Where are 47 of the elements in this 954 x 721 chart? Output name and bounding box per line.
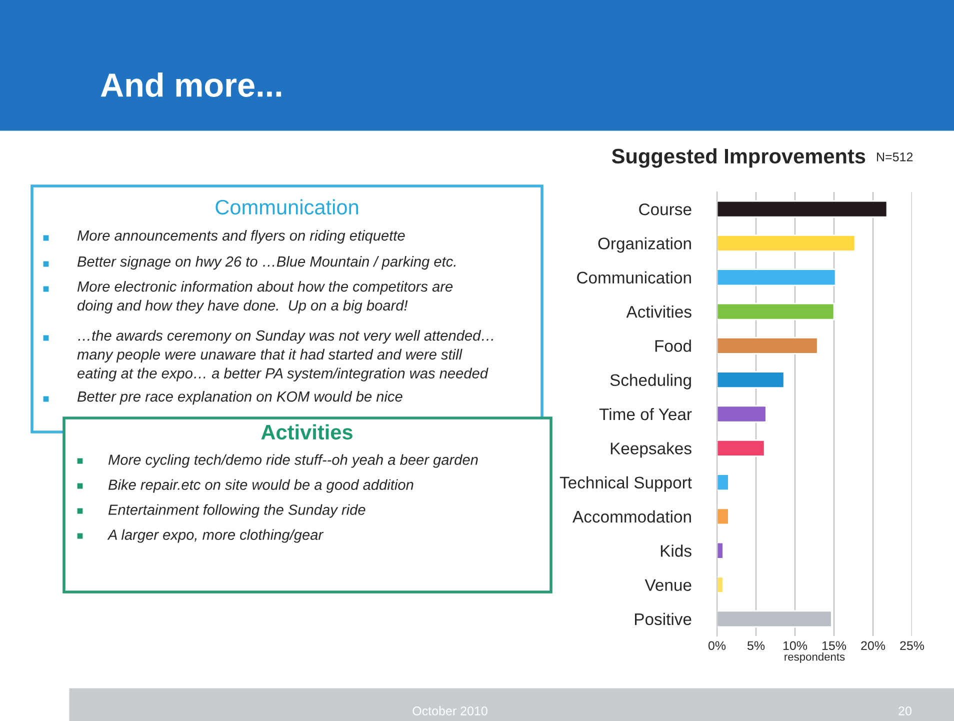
bar bbox=[717, 474, 730, 492]
bar bbox=[717, 371, 785, 389]
text: Better signage on hwy 26 to …Blue Mountain / parking etc. bbox=[77, 256, 456, 270]
text: Better pre race explanation on KOM would be nice bbox=[77, 391, 402, 405]
bar bbox=[717, 234, 856, 252]
y-tick-label: Organization bbox=[598, 237, 691, 253]
text: …the awards ceremony on Sunday was not very well attended… many people were unaware that it had started and were still eating at the expo… a better PA system/integration was needed bbox=[77, 330, 493, 382]
y-tick-label: Keepsakes bbox=[610, 442, 692, 458]
y-tick-label: Activities bbox=[626, 306, 692, 318]
x-tick-label: 5% bbox=[747, 641, 765, 650]
x-tick-label: 10% bbox=[783, 641, 808, 650]
text: More electronic information about how the competitors are doing and how they have done. Up on a big board! bbox=[77, 281, 453, 314]
chart-title: Suggested Improvements bbox=[612, 148, 866, 168]
bar bbox=[717, 576, 724, 594]
bar bbox=[717, 610, 832, 628]
text: Entertainment following the Sunday ride bbox=[108, 504, 366, 518]
y-tick-label: Accommodation bbox=[572, 510, 691, 523]
bar bbox=[717, 508, 730, 526]
bar bbox=[717, 439, 766, 457]
text: Bike repair.etc on site would be a good addition bbox=[108, 479, 414, 493]
y-tick-label: Time of Year bbox=[599, 408, 692, 420]
text: And more... bbox=[100, 72, 282, 97]
x-tick-label: 0% bbox=[708, 641, 726, 650]
text: Activities bbox=[261, 424, 352, 440]
y-tick-label: Venue bbox=[644, 579, 692, 591]
x-tick-label: 15% bbox=[822, 641, 846, 650]
bar bbox=[717, 268, 836, 286]
x-tick-label: 20% bbox=[861, 641, 886, 650]
y-tick-label: Technical Support bbox=[560, 476, 692, 492]
bar bbox=[717, 336, 818, 354]
text: A larger expo, more clothing/gear bbox=[107, 529, 324, 543]
chart-subtitle: N=512 bbox=[877, 152, 913, 162]
bar bbox=[717, 405, 767, 423]
y-tick-label: Communication bbox=[577, 271, 691, 284]
y-tick-label: Course bbox=[639, 203, 692, 216]
bar bbox=[717, 200, 888, 218]
text: More cycling tech/demo ride stuff--oh yeah a beer garden bbox=[108, 454, 478, 468]
bar bbox=[717, 302, 835, 320]
y-tick-label: Positive bbox=[635, 612, 692, 626]
y-tick-label: Food bbox=[655, 340, 691, 352]
text: More announcements and flyers on riding etiquette bbox=[77, 230, 405, 244]
y-tick-label: Kids bbox=[660, 544, 692, 557]
x-tick-label: 25% bbox=[900, 641, 924, 650]
y-tick-label: Scheduling bbox=[610, 374, 691, 390]
bar bbox=[717, 542, 724, 560]
text: Communication bbox=[216, 199, 358, 215]
x-axis-title: respondents bbox=[784, 652, 845, 663]
